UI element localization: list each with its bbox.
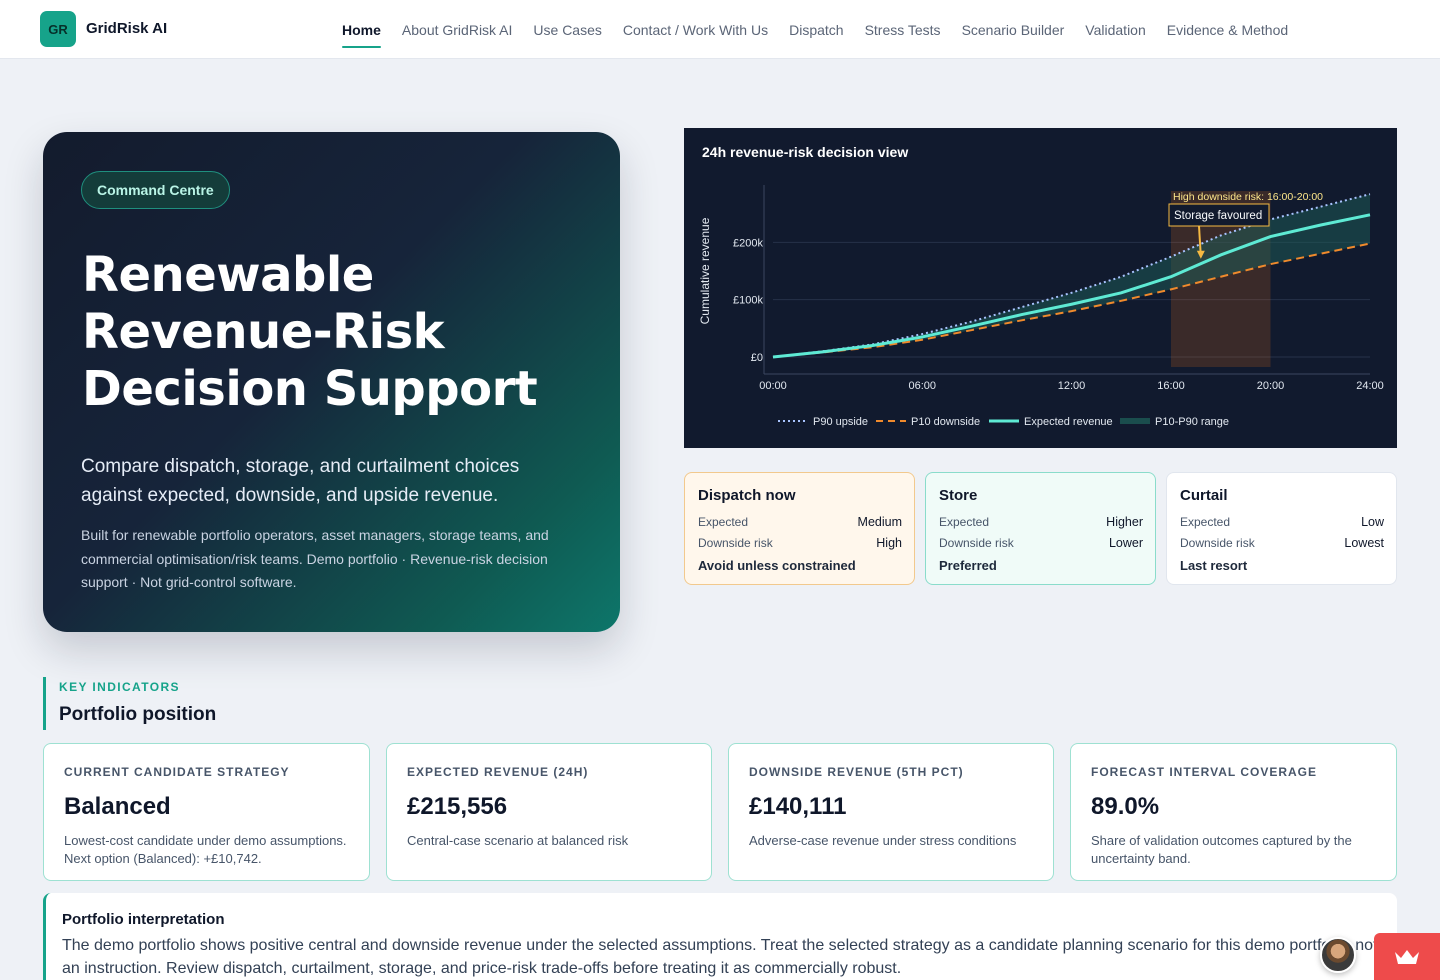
chart-title: 24h revenue-risk decision view bbox=[702, 144, 909, 160]
nav-home[interactable]: Home bbox=[342, 0, 381, 59]
p10-p90-band bbox=[773, 194, 1370, 357]
hero-title: Renewable Revenue-Risk Decision Support bbox=[82, 247, 538, 417]
decision-card-store[interactable]: Store Expected Higher Downside risk Lower … bbox=[925, 472, 1156, 585]
kpi-label: EXPECTED REVENUE (24H) bbox=[407, 765, 589, 779]
callout-label: Storage favoured bbox=[1174, 210, 1262, 222]
nav-use-cases[interactable]: Use Cases bbox=[533, 21, 602, 38]
nav-dispatch[interactable]: Dispatch bbox=[789, 21, 844, 38]
decision-title: Dispatch now bbox=[698, 487, 796, 504]
x-tick-label: 16:00 bbox=[1157, 380, 1185, 392]
nav-evidence-method[interactable]: Evidence & Method bbox=[1166, 21, 1289, 38]
decision-verdict: Last resort bbox=[1180, 558, 1248, 573]
kpi-card-coverage: FORECAST INTERVAL COVERAGE 89.0% Share o… bbox=[1070, 743, 1397, 881]
legend-label: P10 downside bbox=[911, 416, 980, 428]
hero-lead: Compare dispatch, storage, and curtailme… bbox=[81, 456, 520, 506]
x-tick-label: 20:00 bbox=[1257, 380, 1285, 392]
hero-card: Command Centre Renewable Revenue-Risk De… bbox=[43, 132, 620, 632]
x-tick-label: 12:00 bbox=[1058, 380, 1086, 392]
interpretation-title: Portfolio interpretation bbox=[62, 911, 225, 928]
nav-links: Home About GridRisk AI Use Cases Contact… bbox=[342, 0, 1288, 59]
user-avatar[interactable] bbox=[1320, 937, 1356, 973]
crown-icon bbox=[1395, 949, 1419, 964]
callout-box bbox=[1168, 203, 1270, 227]
revenue-risk-chart: £0 £100k £200k 00:00 06:00 12:00 16:00 20:00 24:… bbox=[684, 128, 1397, 448]
risk-value: Lowest bbox=[1344, 535, 1384, 550]
x-tick-label: 24:00 bbox=[1356, 380, 1384, 392]
y-tick-label: £0 bbox=[751, 352, 763, 364]
expected-value: Medium bbox=[857, 514, 902, 529]
callout-arrowhead bbox=[1196, 250, 1205, 259]
y-axis-label: Cumulative revenue bbox=[698, 217, 712, 324]
expected-label: Expected bbox=[1180, 514, 1231, 529]
risk-value: Lower bbox=[1108, 535, 1143, 550]
chart-svg: £0 £100k £200k 00:00 06:00 12:00 16:00 20:00 24:… bbox=[698, 185, 1384, 428]
kpi-card-downside-revenue: DOWNSIDE REVENUE (5TH PCT) £140,111 Adve… bbox=[728, 743, 1054, 881]
section-eyebrow: KEY INDICATORS bbox=[59, 680, 180, 694]
legend-label: P10-P90 range bbox=[1155, 416, 1229, 428]
risk-window-label: High downside risk: 16:00-20:00 bbox=[1173, 191, 1323, 203]
kpi-value: £215,556 bbox=[407, 793, 508, 820]
expected-value: Higher bbox=[1106, 514, 1143, 529]
kpi-value: Balanced bbox=[64, 793, 171, 820]
legend-swatch-band bbox=[1120, 418, 1150, 424]
expected-value: Low bbox=[1361, 514, 1384, 529]
decision-title: Store bbox=[939, 487, 978, 504]
decision-verdict: Preferred bbox=[939, 558, 997, 573]
x-tick-label: 06:00 bbox=[908, 380, 936, 392]
hero-chip: Command Centre bbox=[81, 171, 230, 209]
kpi-note: Share of validation outcomes captured by… bbox=[1091, 833, 1352, 866]
y-tick-label: £100k bbox=[733, 295, 763, 307]
brand-name[interactable]: GridRisk AI bbox=[86, 20, 168, 37]
decision-card-curtail[interactable]: Curtail Expected Low Downside risk Lowest … bbox=[1166, 472, 1397, 585]
feedback-button[interactable] bbox=[1374, 933, 1440, 980]
kpi-note: Adverse-case revenue under stress condit… bbox=[749, 833, 1017, 848]
interpretation-body: The demo portfolio shows positive centra… bbox=[62, 937, 1378, 977]
kpi-label: CURRENT CANDIDATE STRATEGY bbox=[64, 765, 290, 779]
kpi-label: DOWNSIDE REVENUE (5TH PCT) bbox=[749, 765, 964, 779]
decision-card-dispatch[interactable]: Dispatch now Expected Medium Downside ris… bbox=[684, 472, 915, 585]
kpi-card-expected-revenue: EXPECTED REVENUE (24H) £215,556 Central-… bbox=[386, 743, 712, 881]
kpi-value: 89.0% bbox=[1091, 793, 1160, 820]
risk-value: High bbox=[876, 535, 902, 550]
expected-label: Expected bbox=[698, 514, 749, 529]
x-tick-label: 00:00 bbox=[759, 380, 787, 392]
nav-about[interactable]: About GridRisk AI bbox=[401, 21, 513, 38]
risk-label: Downside risk bbox=[939, 535, 1014, 550]
indicators-header: KEY INDICATORS Portfolio position bbox=[43, 677, 216, 730]
expected-label: Expected bbox=[939, 514, 990, 529]
legend-label: Expected revenue bbox=[1024, 416, 1113, 428]
risk-label: Downside risk bbox=[698, 535, 773, 550]
section-title: Portfolio position bbox=[59, 704, 217, 725]
legend-label: P90 upside bbox=[813, 416, 868, 428]
y-tick-label: £200k bbox=[733, 237, 763, 249]
decision-title: Curtail bbox=[1180, 487, 1228, 504]
top-navigation: GR GridRisk AI Home About GridRisk AI Us… bbox=[0, 0, 1440, 59]
kpi-note: Lowest-cost candidate under demo assumpt… bbox=[64, 833, 347, 866]
decision-verdict: Avoid unless constrained bbox=[698, 558, 856, 573]
logo-badge[interactable]: GR bbox=[40, 11, 76, 47]
hero-body: Built for renewable portfolio operators,… bbox=[81, 527, 549, 590]
p10-downside-line bbox=[772, 242, 1371, 358]
kpi-note: Central-case scenario at balanced risk bbox=[407, 833, 629, 848]
risk-label: Downside risk bbox=[1180, 535, 1255, 550]
expected-revenue-line bbox=[772, 213, 1371, 359]
nav-stress-tests[interactable]: Stress Tests bbox=[864, 21, 941, 38]
nav-validation[interactable]: Validation bbox=[1085, 21, 1146, 38]
kpi-value: £140,111 bbox=[749, 793, 847, 820]
kpi-card-strategy: CURRENT CANDIDATE STRATEGY Balanced Lowe… bbox=[43, 743, 370, 881]
nav-contact[interactable]: Contact / Work With Us bbox=[622, 21, 769, 38]
nav-scenario-builder[interactable]: Scenario Builder bbox=[961, 21, 1065, 38]
portfolio-interpretation: Portfolio interpretation The demo portfo… bbox=[43, 893, 1397, 980]
kpi-label: FORECAST INTERVAL COVERAGE bbox=[1091, 765, 1318, 779]
